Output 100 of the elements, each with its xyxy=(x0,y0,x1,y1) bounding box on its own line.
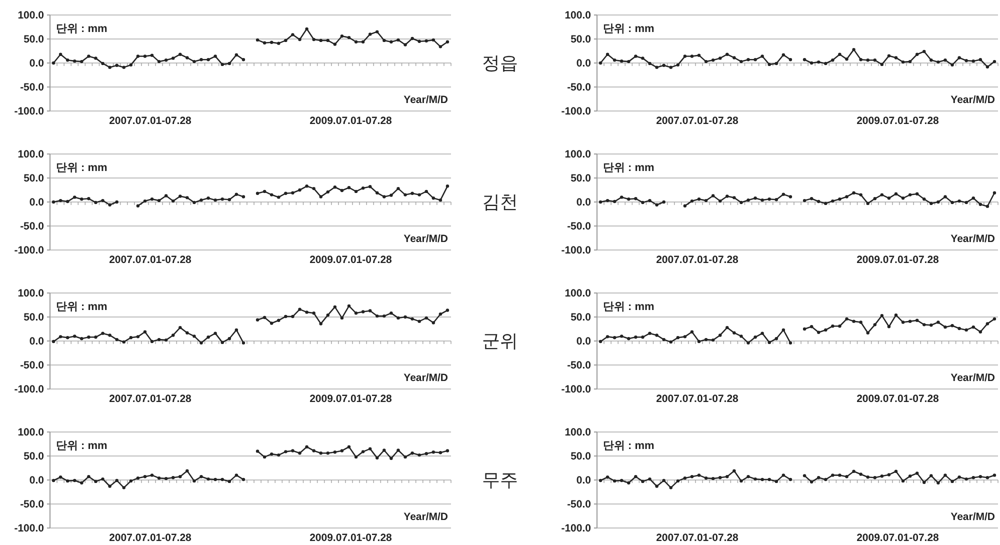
point xyxy=(73,334,76,338)
point xyxy=(424,39,428,43)
point xyxy=(382,195,386,198)
point xyxy=(915,472,919,475)
point xyxy=(94,200,98,204)
point xyxy=(648,477,652,481)
point xyxy=(620,196,624,199)
y-tick-label: 100.0 xyxy=(564,426,592,438)
point xyxy=(740,334,743,338)
point xyxy=(101,62,104,66)
point xyxy=(831,199,834,203)
point xyxy=(740,200,743,204)
point xyxy=(143,199,147,203)
point xyxy=(242,478,246,482)
point xyxy=(228,337,231,340)
point xyxy=(410,36,414,40)
point xyxy=(887,196,891,200)
point xyxy=(228,198,231,202)
point xyxy=(598,340,602,344)
point xyxy=(810,61,814,65)
point xyxy=(880,193,884,196)
point xyxy=(655,66,658,69)
point xyxy=(164,58,168,62)
point xyxy=(143,330,147,334)
point xyxy=(206,196,210,200)
point xyxy=(186,196,189,200)
point xyxy=(746,341,750,345)
point xyxy=(368,309,372,312)
point xyxy=(52,61,56,65)
point xyxy=(80,337,84,340)
point xyxy=(866,58,870,62)
point xyxy=(718,56,722,60)
point xyxy=(129,336,133,340)
point xyxy=(606,198,610,202)
point xyxy=(220,478,224,482)
point xyxy=(108,484,112,488)
point xyxy=(256,318,260,322)
y-tick-label: -50.0 xyxy=(567,360,592,372)
point xyxy=(277,42,280,45)
point xyxy=(234,328,238,332)
y-tick-label: 50.0 xyxy=(570,450,592,462)
point xyxy=(655,484,658,488)
point xyxy=(760,198,764,202)
point xyxy=(859,472,862,476)
y-tick-label: 0.0 xyxy=(29,196,44,208)
point xyxy=(620,334,624,338)
point xyxy=(73,59,76,63)
point xyxy=(319,38,322,42)
y-tick-label: -50.0 xyxy=(20,82,44,94)
point xyxy=(726,52,729,56)
point xyxy=(277,453,280,457)
y-tick-label: -50.0 xyxy=(567,498,592,510)
y-tick-label: 50.0 xyxy=(24,450,44,462)
point xyxy=(270,322,274,325)
x-axis-title: Year/M/D xyxy=(950,94,996,106)
point xyxy=(136,335,140,338)
point xyxy=(606,476,610,479)
point xyxy=(866,202,870,206)
text: 2007.07.01-07.28 xyxy=(109,393,192,405)
point xyxy=(376,314,379,318)
point xyxy=(361,450,365,454)
text: 2009.07.01-07.28 xyxy=(856,393,940,405)
point xyxy=(697,474,701,477)
point xyxy=(319,452,322,455)
point xyxy=(157,476,161,480)
point xyxy=(754,58,757,62)
point xyxy=(817,476,820,480)
point xyxy=(810,480,814,484)
y-tick-label: 100.0 xyxy=(564,10,592,22)
point xyxy=(740,479,743,483)
point xyxy=(852,470,856,473)
point xyxy=(122,340,126,344)
point xyxy=(410,192,414,195)
point xyxy=(838,474,842,477)
point xyxy=(298,452,302,455)
point xyxy=(950,324,954,328)
point xyxy=(732,331,736,334)
point xyxy=(284,192,288,195)
point xyxy=(782,328,786,332)
point xyxy=(880,474,884,478)
point xyxy=(424,452,428,456)
point xyxy=(838,324,842,328)
point xyxy=(66,58,70,62)
point xyxy=(915,192,919,196)
y-tick-label: -100.0 xyxy=(561,244,592,256)
text: 무주 xyxy=(482,470,518,490)
point xyxy=(206,58,210,62)
point xyxy=(312,312,316,315)
point xyxy=(824,478,828,482)
point xyxy=(648,198,652,202)
point xyxy=(704,338,708,342)
point xyxy=(620,478,624,482)
point xyxy=(234,53,238,56)
point xyxy=(768,340,771,344)
y-tick-label: 0.0 xyxy=(576,474,592,486)
point xyxy=(368,447,372,450)
point xyxy=(262,455,266,459)
y-tick-label: 100.0 xyxy=(18,288,44,300)
point xyxy=(390,456,393,460)
point xyxy=(418,320,421,323)
